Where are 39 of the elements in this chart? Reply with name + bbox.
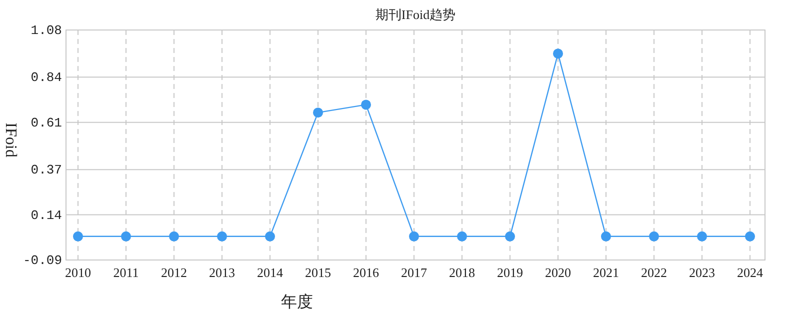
x-tick-label: 2013 <box>209 265 235 280</box>
point <box>121 231 131 242</box>
y-tick-label: 0.61 <box>30 115 62 130</box>
x-tick-label: 2015 <box>305 265 331 280</box>
y-tick-label: 0.84 <box>30 70 62 86</box>
x-tick-label: 2014 <box>257 265 284 280</box>
x-tick-label: 2024 <box>737 265 764 280</box>
x-tick-label: 2021 <box>593 265 619 280</box>
x-tick-label: 2018 <box>449 265 475 280</box>
point <box>457 231 467 242</box>
x-tick-label: 2011 <box>113 265 139 280</box>
x-axis-title: 年度 <box>281 293 313 311</box>
chart-title: 期刊IFoid趋势 <box>375 7 456 22</box>
point <box>409 231 419 242</box>
point <box>505 231 515 242</box>
x-tick-label: 2012 <box>161 265 187 280</box>
point <box>745 231 755 242</box>
x-tick-label: 2019 <box>497 265 523 280</box>
x-tick-label: 2017 <box>401 265 428 280</box>
point <box>649 231 659 242</box>
point <box>553 48 563 59</box>
point <box>217 231 227 242</box>
x-tick-label: 2022 <box>641 265 667 280</box>
point <box>601 231 611 242</box>
x-tick-label: 2010 <box>65 265 91 280</box>
x-tick-label: 2016 <box>353 265 380 280</box>
y-tick-label: 0.37 <box>30 162 62 178</box>
x-tick-label: 2020 <box>545 265 571 280</box>
point <box>697 231 707 242</box>
point <box>169 231 179 242</box>
point <box>361 100 371 110</box>
point <box>73 231 83 242</box>
x-tick-label: 2023 <box>689 265 715 280</box>
y-tick-label: -0.09 <box>22 253 62 268</box>
point <box>313 108 323 118</box>
point <box>265 231 275 242</box>
y-tick-label: 1.08 <box>30 23 62 38</box>
y-tick-label: 0.14 <box>30 208 62 223</box>
y-axis-title: IFoid <box>2 122 19 158</box>
